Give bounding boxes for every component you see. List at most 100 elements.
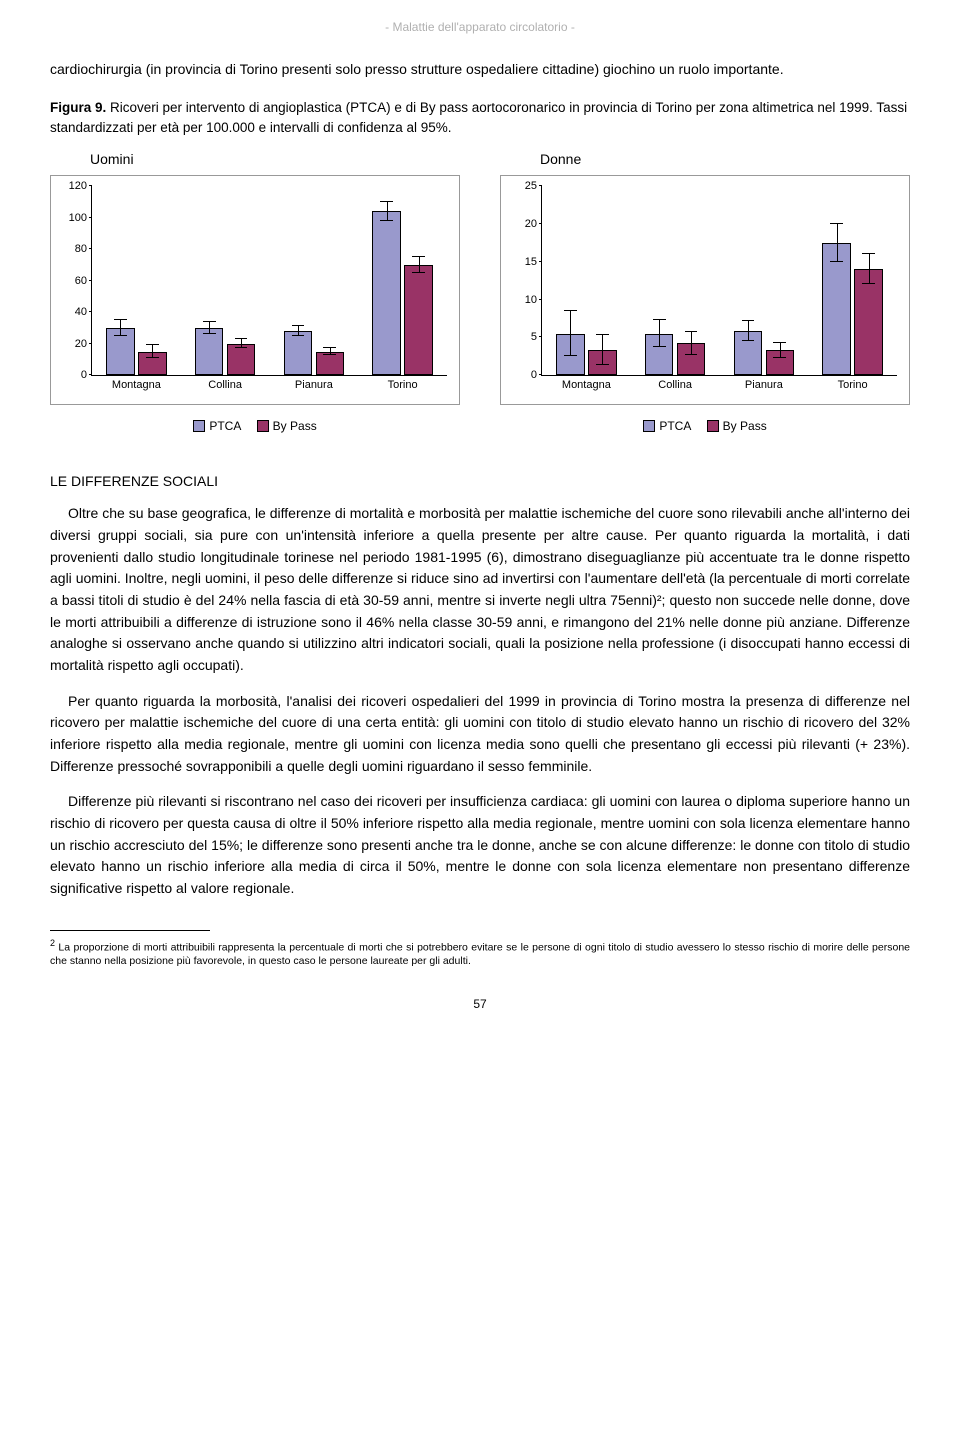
legend-uomini: PTCA By Pass	[50, 419, 460, 435]
error-cap	[412, 272, 425, 273]
bar-bypass	[404, 265, 432, 375]
error-cap	[235, 338, 248, 339]
footnote-marker: 2	[50, 938, 55, 948]
y-tick-label: 20	[525, 218, 542, 230]
error-cap	[235, 347, 248, 348]
legend-donne: PTCA By Pass	[500, 419, 910, 435]
bar-ptca	[822, 243, 850, 375]
bar-bypass	[316, 352, 344, 376]
y-tick-label: 40	[75, 306, 92, 318]
y-tick-label: 20	[75, 338, 92, 350]
section-heading: LE DIFFERENZE SOCIALI	[50, 473, 910, 489]
error-bar	[419, 257, 420, 273]
error-cap	[830, 223, 843, 224]
chart-uomini-box: 020406080100120MontagnaCollinaPianuraTor…	[50, 175, 460, 405]
footnote: 2 La proporzione di morti attribuibili r…	[50, 937, 910, 969]
y-tick-label: 80	[75, 243, 92, 255]
legend-item-bypass: By Pass	[257, 419, 317, 433]
y-tick-label: 0	[81, 369, 92, 381]
error-cap	[203, 321, 216, 322]
header-note: - Malattie dell'apparato circolatorio -	[50, 20, 910, 34]
legend-label-ptca: PTCA	[209, 419, 241, 433]
bar-ptca	[195, 328, 223, 375]
plot-area-donne: 0510152025MontagnaCollinaPianuraTorino	[541, 186, 897, 376]
legend-swatch-ptca	[643, 420, 655, 432]
error-cap	[292, 325, 305, 326]
error-cap	[862, 253, 875, 254]
error-cap	[653, 319, 666, 320]
plot-area-uomini: 020406080100120MontagnaCollinaPianuraTor…	[91, 186, 447, 376]
x-category-label: Pianura	[295, 375, 333, 391]
x-category-label: Montagna	[562, 375, 611, 391]
legend-item-ptca: PTCA	[193, 419, 241, 433]
error-cap	[742, 320, 755, 321]
error-cap	[292, 335, 305, 336]
y-tick-label: 120	[69, 180, 92, 192]
legend-swatch-ptca	[193, 420, 205, 432]
error-cap	[146, 357, 159, 358]
paragraph-2: Per quanto riguarda la morbosità, l'anal…	[50, 691, 910, 778]
error-cap	[380, 201, 393, 202]
error-bar	[748, 321, 749, 341]
error-cap	[564, 310, 577, 311]
legend-label-ptca: PTCA	[659, 419, 691, 433]
error-cap	[685, 331, 698, 332]
error-cap	[596, 364, 609, 365]
figure-caption: Figura 9. Ricoveri per intervento di ang…	[50, 98, 910, 137]
paragraph-3: Differenze più rilevanti si riscontrano …	[50, 791, 910, 899]
error-bar	[869, 254, 870, 284]
bar-ptca	[284, 331, 312, 375]
chart-donne-title: Donne	[540, 151, 910, 167]
error-cap	[323, 347, 336, 348]
x-category-label: Montagna	[112, 375, 161, 391]
footnote-text: La proporzione di morti attribuibili rap…	[50, 941, 910, 967]
error-cap	[564, 355, 577, 356]
y-tick-label: 5	[531, 331, 542, 343]
error-cap	[742, 340, 755, 341]
intro-text: cardiochirurgia (in provincia di Torino …	[50, 59, 910, 80]
bar-ptca	[372, 211, 400, 375]
y-tick-label: 15	[525, 256, 542, 268]
error-cap	[380, 220, 393, 221]
footnote-separator	[50, 930, 210, 931]
page-number: 57	[50, 997, 910, 1011]
chart-donne-box: 0510152025MontagnaCollinaPianuraTorino	[500, 175, 910, 405]
error-cap	[773, 342, 786, 343]
legend-item-ptca: PTCA	[643, 419, 691, 433]
figure-number: Figura 9.	[50, 100, 106, 115]
error-bar	[691, 332, 692, 355]
error-bar	[602, 335, 603, 365]
error-cap	[653, 346, 666, 347]
legend-label-bypass: By Pass	[273, 419, 317, 433]
error-bar	[659, 320, 660, 347]
x-category-label: Torino	[838, 375, 868, 391]
legend-label-bypass: By Pass	[723, 419, 767, 433]
error-cap	[596, 334, 609, 335]
legend-swatch-bypass	[707, 420, 719, 432]
y-tick-label: 100	[69, 212, 92, 224]
error-cap	[773, 357, 786, 358]
error-cap	[146, 344, 159, 345]
figure-caption-text: Ricoveri per intervento di angioplastica…	[50, 100, 907, 135]
error-cap	[323, 354, 336, 355]
x-category-label: Collina	[658, 375, 692, 391]
error-cap	[114, 319, 127, 320]
chart-uomini-title: Uomini	[90, 151, 460, 167]
legend-item-bypass: By Pass	[707, 419, 767, 433]
y-tick-label: 60	[75, 275, 92, 287]
error-cap	[412, 256, 425, 257]
charts-row: Uomini 020406080100120MontagnaCollinaPia…	[50, 151, 910, 435]
error-cap	[830, 261, 843, 262]
error-bar	[570, 311, 571, 356]
x-category-label: Collina	[208, 375, 242, 391]
y-tick-label: 0	[531, 369, 542, 381]
bar-bypass	[854, 269, 882, 375]
chart-donne: Donne 0510152025MontagnaCollinaPianuraTo…	[500, 151, 910, 435]
error-cap	[685, 354, 698, 355]
y-tick-label: 10	[525, 294, 542, 306]
error-cap	[114, 335, 127, 336]
chart-uomini: Uomini 020406080100120MontagnaCollinaPia…	[50, 151, 460, 435]
error-bar	[120, 320, 121, 336]
error-cap	[203, 333, 216, 334]
x-category-label: Pianura	[745, 375, 783, 391]
